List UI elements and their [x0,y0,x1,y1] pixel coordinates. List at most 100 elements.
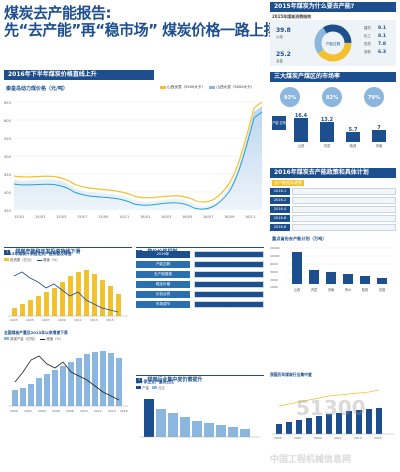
key-bar [326,272,336,284]
main-chart-subtitle: 秦皇岛动力煤价格（元/吨） [6,86,68,92]
output-bar [76,358,82,406]
plan-row: 2016.8 [270,224,396,231]
right-mid-section-title: 三大煤炭产煤区的市场率 [270,72,396,82]
output-legend: 原煤产量（亿吨） 增速（%） [4,336,63,341]
right-top-section-title: 2015年煤炭为什么要去产能? [270,2,396,12]
concentration-x-tick: 2005 [274,436,282,440]
sec2-left-item: 稳定价格 [136,281,190,288]
concentration-bar [316,416,322,434]
output-bar [52,370,58,406]
output-bar [92,352,98,406]
sec1-bar [52,288,57,316]
key-y-tick: 6000 [270,262,278,266]
key-y-tick: 10000 [270,254,280,258]
value-5: 7.8 [378,41,386,47]
sec1-title: 煤炭产能和开发投资持续下滑 [15,249,81,255]
sec3-bar [168,413,178,437]
sec1-badge: 1 [4,250,11,255]
sec3-legend-1: 产量 [142,386,149,390]
label-2: 冶金 [276,58,283,63]
plan-year: 2016.1 [270,188,290,195]
main-chart-header: 2016年下半年煤炭价格直线上升 [4,70,266,82]
sec1-x-axis: 2003 2005 2007 2009 2011 2013 2015 [10,318,114,322]
sec3-legend-2: 占比 [158,386,165,390]
output-note [4,416,132,470]
plan-row-text [292,206,396,213]
x-tick: 16/03 [161,215,171,219]
capacity-region-2: 内蒙 [324,143,331,148]
donut-slice-2 [314,24,352,62]
label-6: 其他 [364,49,371,54]
x-tick: 15/11 [119,215,129,219]
key-y-tick: 3000 [270,270,278,274]
x-tick: 16/05 [182,215,192,219]
concentration-x-tick: 2015 [374,436,382,440]
output-x-tick: 2006 [52,409,60,413]
plan-year: 2016.8 [270,224,290,231]
sec1-legend-1: 投资额（亿元） [10,258,34,262]
watermark-number: 51300 [296,396,366,420]
key-x-tick: 内蒙 [311,287,317,292]
key-chart-x-axis: 山西 内蒙 河南 贵州 陕西 安徽 [294,287,386,292]
rate-3: 79% [368,95,380,101]
sec2-right-item: 二级响应 [194,281,264,288]
sec1-x-tick: 2011 [74,318,82,322]
rate-circles: 93% 82% 79% [280,87,384,107]
sec3-bar [180,417,190,437]
sec3-legend: 产量 占比 [136,385,165,390]
sec1-bar [20,304,25,316]
legend-swatch-gold [160,85,166,89]
sec1-bar [44,292,49,316]
sec1-bar [76,272,81,316]
sec2-header: 2 稳价价格机制 [136,238,264,255]
output-x-tick: 2000 [10,409,18,413]
sec2-note [136,322,264,362]
rate-circle-2 [322,87,342,107]
concentration-x-axis: 2005 2007 2009 2011 2013 2015 [274,436,382,440]
sec2-left-item: 市场调节 [136,301,190,308]
output-bar [20,388,26,406]
key-x-tick: 山西 [294,287,300,292]
output-bars [12,351,122,406]
sec1-bar [60,282,65,316]
sec1-bar [100,280,105,316]
y-tick: 500 [4,155,12,159]
sec3-bar [192,421,202,437]
sec3-bar [204,423,214,437]
concentration-bar [336,413,342,434]
output-x-tick: 2016 [120,409,128,413]
legend-swatch-blue [209,85,216,89]
rate-1: 93% [284,95,296,101]
main-chart-x-axis: 15/01 15/03 15/05 15/07 15/09 15/11 16/0… [14,215,255,219]
sec1-x-tick: 2015 [106,318,114,322]
main-chart-y-axis: 650 600 550 500 450 400 350 [4,101,12,213]
value-4: 8.1 [378,33,386,39]
key-chart-grid [286,247,394,281]
output-bar [116,358,122,406]
main-chart-section-title: 2016年下半年煤炭价格直线上升 [4,70,154,80]
output-x-tick: 2008 [66,409,74,413]
key-bar [360,276,370,284]
concentration-bar [296,420,302,434]
output-x-tick: 2004 [38,409,46,413]
value-3: 9.1 [378,25,386,31]
watermark-text: 中国工程机械信息网 [270,455,352,465]
sec1-growth-line [13,271,119,313]
output-legend-swatch-2 [40,338,46,340]
plan-row: 2016.6 [270,215,396,222]
x-tick: 15/01 [14,215,24,219]
sec2-right-item: 四级响应 [194,301,264,308]
x-tick: 16/11 [245,215,255,219]
page-title-line1: 煤炭去产能报告: [4,4,112,22]
sec2-left-item: 长协合同 [136,291,190,298]
y-tick: 550 [4,137,12,141]
donut-center-label: 产能过剩 [326,41,341,46]
plan-year: 2016.2 [270,197,290,204]
series-gold-line [13,101,263,203]
plan-section-title: 2016年煤炭去产能政策和具体计划 [270,168,396,178]
output-bar [44,374,50,406]
output-chart: 2000 2002 2004 2006 2008 2010 2012 2014 … [8,351,128,413]
sec1-investment-chart: 2003 2005 2007 2009 2011 2013 2015 [8,270,128,322]
sec3-legend-swatch-2 [151,386,157,389]
x-tick: 16/01 [140,215,150,219]
